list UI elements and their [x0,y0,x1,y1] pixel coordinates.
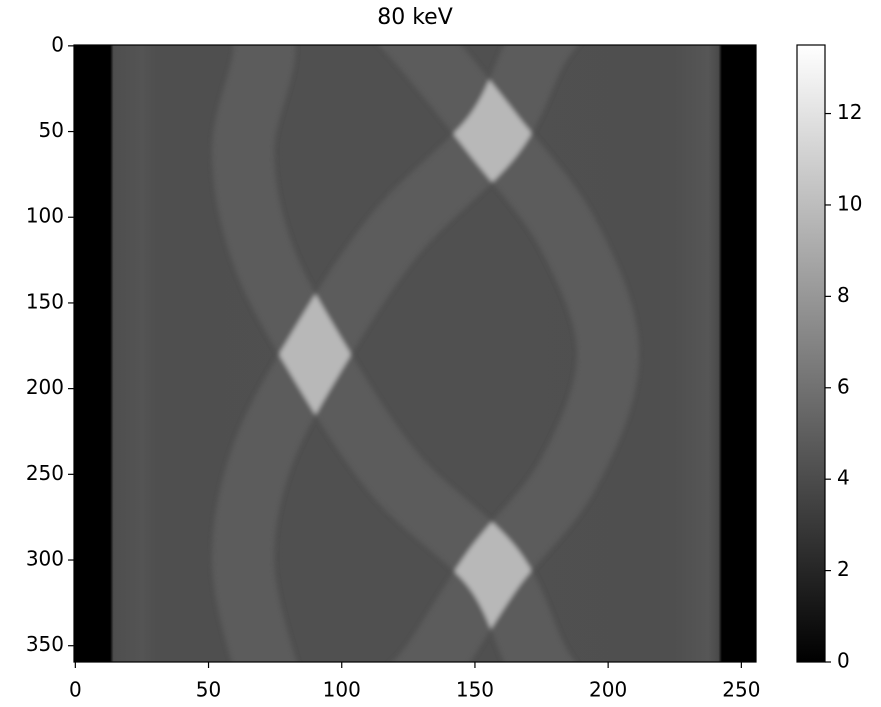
colorbar-tick-label: 2 [837,557,850,581]
chart-title: 80 keV [377,5,453,30]
y-tick-label: 250 [26,461,64,485]
y-tick-label: 50 [39,118,64,142]
y-tick-label: 300 [26,547,64,571]
colorbar-tick-label: 0 [837,649,850,673]
colorbar-tick-label: 4 [837,466,850,490]
y-tick-label: 200 [26,375,64,399]
x-tick-label: 250 [722,678,760,702]
colorbar-tick-label: 8 [837,283,850,307]
colorbar-tick-label: 12 [837,100,862,124]
x-tick-label: 0 [69,678,82,702]
sinogram-band [379,45,640,662]
sinogram-band [212,45,575,662]
y-tick-label: 350 [26,632,64,656]
colorbar-tick-label: 6 [837,374,850,398]
x-tick-label: 150 [456,678,494,702]
x-tick-label: 50 [196,678,221,702]
y-tick-label: 150 [26,289,64,313]
colorbar [796,44,826,663]
x-tick-label: 200 [589,678,627,702]
image [74,45,756,662]
y-tick-label: 100 [26,204,64,228]
plot-frame [73,44,757,663]
y-tick-label: 0 [51,32,64,56]
colorbar-tick-label: 10 [837,191,862,215]
x-tick-label: 100 [323,678,361,702]
